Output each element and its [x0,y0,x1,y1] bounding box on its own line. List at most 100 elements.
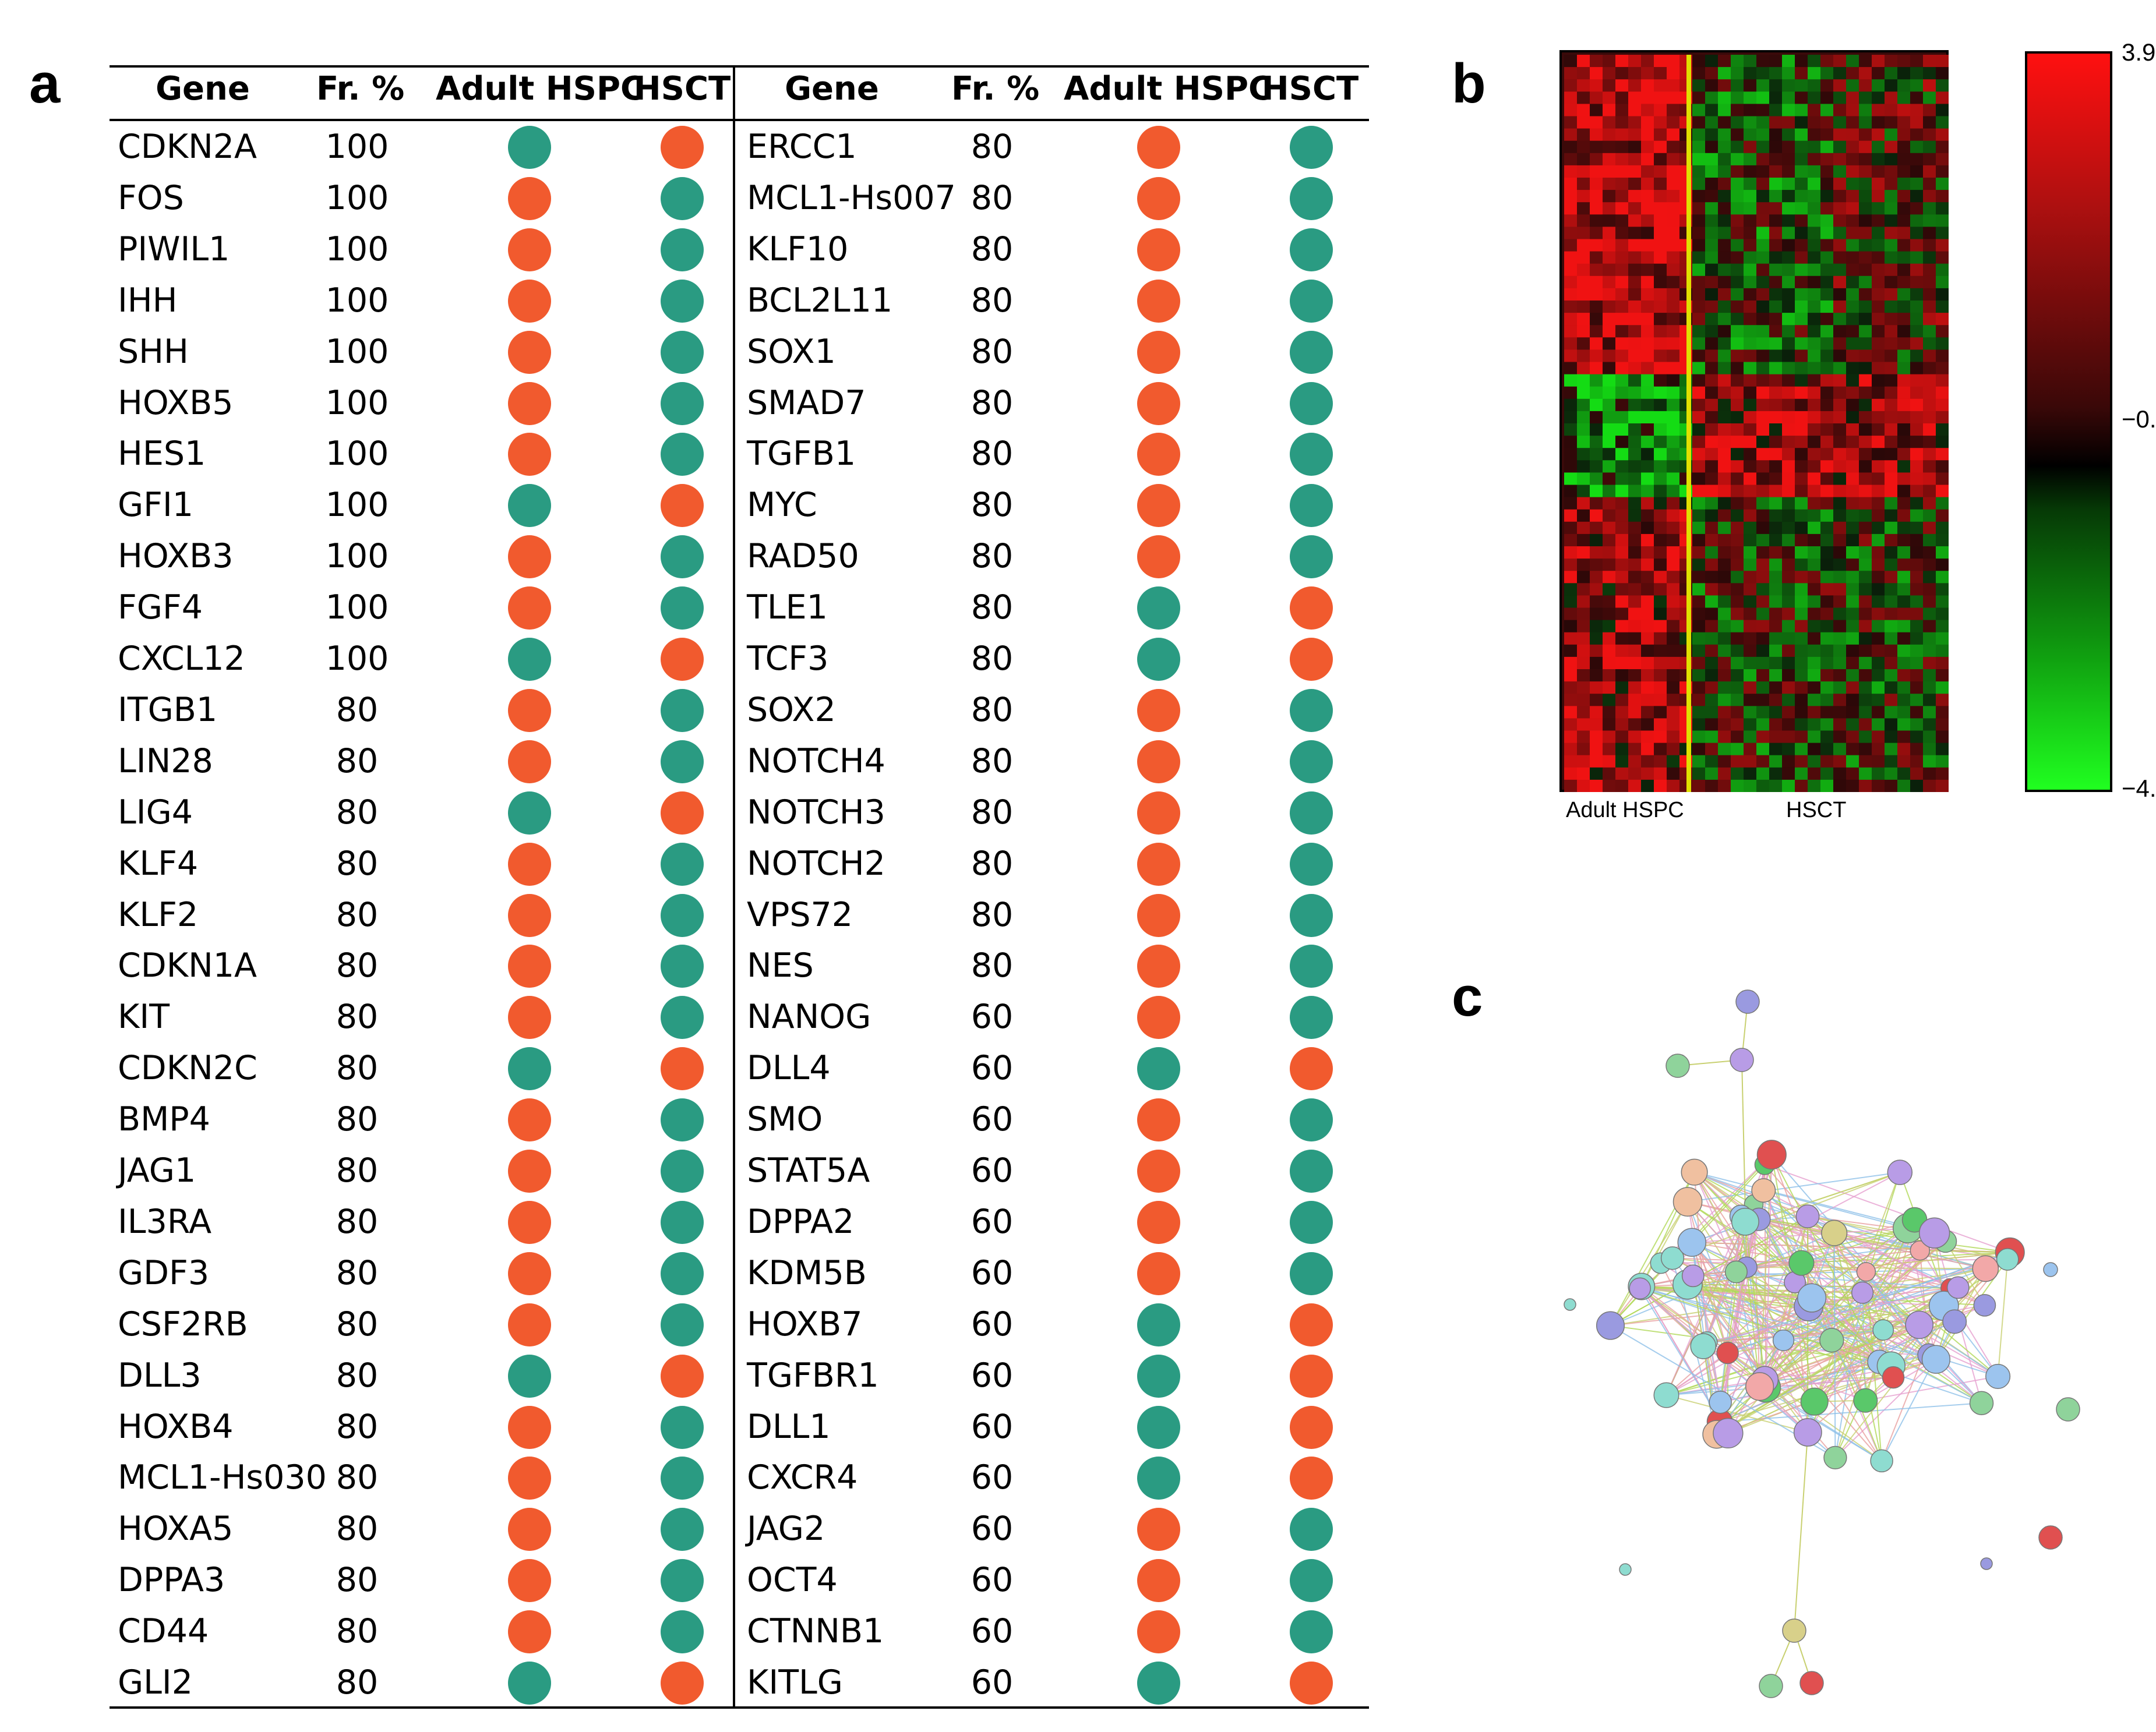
heatmap-cell [1692,485,1706,498]
heatmap-cell [1808,301,1821,313]
heatmap-cell [1833,521,1847,535]
network-node [2043,1262,2058,1277]
heatmap-cell [1820,79,1834,92]
heatmap-cell [1705,681,1719,694]
heatmap-cell [1731,275,1744,289]
network-node [1882,1366,1905,1389]
heatmap-cell [1641,423,1654,436]
heatmap-cell [1577,275,1590,289]
heatmap-cell [1923,571,1936,584]
heatmap-cell [1897,743,1911,756]
heatmap-cell [1590,116,1603,129]
heatmap-cell [1590,325,1603,338]
heatmap-cell [1795,767,1808,780]
heatmap-cell [1628,694,1642,706]
heatmap-cell [1756,485,1770,498]
table-row: HOXB7 60 [739,1299,1362,1350]
hsct-down-dot [1290,433,1333,476]
heatmap-cell [1936,779,1949,792]
heatmap-cell [1756,263,1770,277]
heatmap-cell [1744,767,1757,780]
heatmap-cell [1756,202,1770,215]
adult-hspc-up-dot [1137,1508,1180,1551]
adult-hspc-down-dot [508,1354,551,1398]
heatmap-cell [1731,779,1744,792]
heatmap-cell [1859,620,1872,633]
table-center-divider [733,65,735,1709]
heatmap-cell [1577,694,1590,706]
heatmap-cell [1910,718,1924,731]
heatmap-cell [1603,607,1616,621]
heatmap-cell [1577,104,1590,116]
heatmap-cell [1769,595,1783,608]
network-edge [1639,1288,1936,1360]
heatmap-cell [1692,607,1706,621]
heatmap-cell [1667,743,1680,756]
heatmap-cell [1923,669,1936,682]
heatmap-cell [1603,67,1616,80]
heatmap-cell [1756,67,1770,80]
heatmap-cell [1808,349,1821,362]
heatmap-cell [1628,325,1642,338]
heatmap-cell [1923,755,1936,768]
gene-name: DLL3 [118,1356,202,1395]
heatmap-cell [1590,632,1603,645]
frequency-value: 80 [336,793,379,832]
heatmap-cell [1692,681,1706,694]
heatmap-cell [1603,349,1616,362]
heatmap-cell [1603,178,1616,190]
heatmap-cell [1667,533,1680,547]
heatmap-cell [1564,153,1578,166]
network-edge [1834,1359,1937,1458]
heatmap-cell [1744,620,1757,633]
network-edges [1610,1001,2010,1687]
heatmap-cell [1577,386,1590,400]
heatmap-cell [1667,263,1680,277]
heatmap-cell [1564,694,1578,706]
heatmap-cell [1769,288,1783,301]
heatmap-cell [1936,313,1949,326]
heatmap-cell [1705,546,1719,559]
heatmap-cell [1808,559,1821,571]
heatmap-cell [1756,116,1770,129]
heatmap-cell [1744,533,1757,547]
heatmap-cell [1910,607,1924,621]
heatmap-cell [1667,55,1680,68]
heatmap-cell [1615,436,1629,448]
heatmap-cell [1872,178,1885,190]
heatmap-cell [1577,128,1590,142]
heatmap-cell [1718,669,1731,682]
network-edge [1945,1240,1985,1306]
heatmap-cell [1641,472,1654,485]
heatmap-cell [1820,767,1834,780]
heatmap-cell [1936,571,1949,584]
heatmap-cell [1872,374,1885,387]
heatmap-cell [1577,644,1590,658]
heatmap-cell [1795,595,1808,608]
heatmap-cell [1782,275,1795,289]
table-header-rule [110,119,1369,121]
heatmap-cell [1654,214,1667,227]
heatmap-cell [1910,313,1924,326]
heatmap-cell [1705,694,1719,706]
heatmap-cell [1718,448,1731,461]
heatmap-cell [1833,718,1847,731]
adult-hspc-up-dot [1137,228,1180,271]
header-gene: Gene [156,70,250,108]
gene-name: SOX2 [747,690,836,729]
heatmap-cell [1769,423,1783,436]
heatmap-cell [1846,325,1859,338]
heatmap-cell [1769,67,1783,80]
heatmap-cell [1769,227,1783,239]
heatmap-cell [1564,301,1578,313]
heatmap-cell [1910,153,1924,166]
heatmap-cell [1769,497,1783,510]
heatmap-cell [1833,386,1847,400]
heatmap-cell [1808,571,1821,584]
heatmap-cell [1910,755,1924,768]
heatmap-cell [1718,632,1731,645]
adult-hspc-up-dot [1137,893,1180,937]
heatmap-cell [1872,718,1885,731]
heatmap-cell [1859,743,1872,756]
heatmap-cell [1846,743,1859,756]
